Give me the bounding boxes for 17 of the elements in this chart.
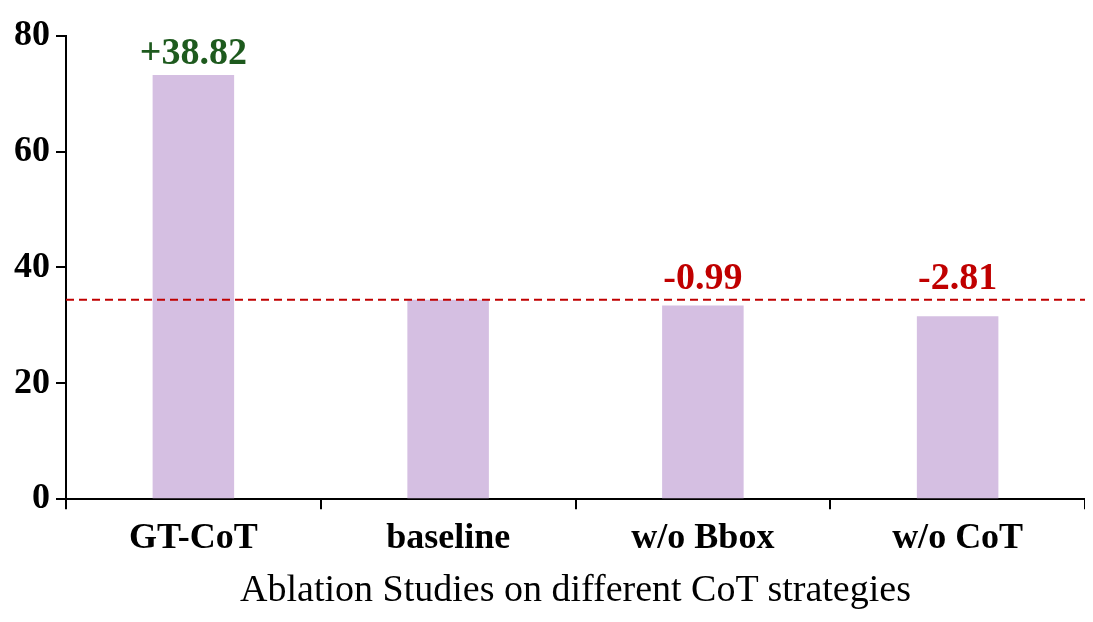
x-axis-title: Ablation Studies on different CoT strategies bbox=[240, 567, 911, 610]
annotation: +38.82 bbox=[139, 29, 247, 72]
x-tick-label: w/o Bbox bbox=[631, 516, 775, 557]
y-tick-label: 0 bbox=[32, 476, 50, 517]
y-tick-label: 80 bbox=[14, 12, 50, 53]
bar bbox=[662, 305, 744, 499]
x-tick-label: w/o CoT bbox=[892, 516, 1024, 557]
bar bbox=[407, 299, 489, 499]
bar bbox=[916, 316, 999, 499]
annotation: -2.81 bbox=[918, 254, 998, 297]
bar bbox=[152, 74, 235, 499]
x-tick-label: baseline bbox=[386, 516, 511, 557]
y-tick-label: 20 bbox=[14, 360, 50, 401]
annotation: -0.99 bbox=[663, 254, 743, 297]
y-tick-label: 60 bbox=[14, 128, 50, 169]
y-tick-label: 40 bbox=[14, 244, 50, 285]
x-tick-label: GT-CoT bbox=[129, 516, 258, 557]
